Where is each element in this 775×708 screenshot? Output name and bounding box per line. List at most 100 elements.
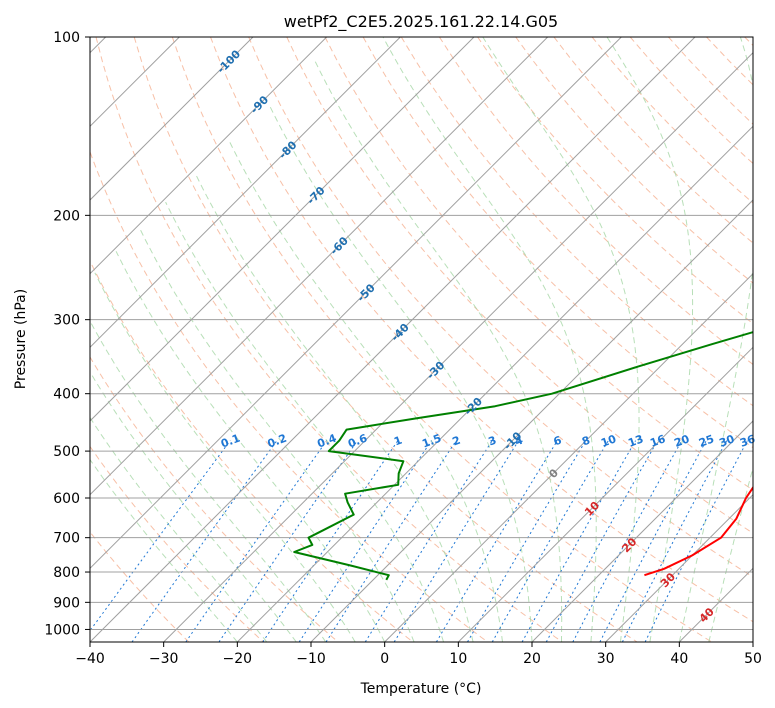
y-tick-label: 400: [53, 387, 80, 403]
moist-adiabat-line: [194, 173, 474, 642]
y-axis-label: Pressure (hPa): [13, 289, 29, 389]
mixing-ratio-label: 2: [451, 434, 463, 449]
y-tick-label: 200: [53, 208, 80, 224]
moist-adiabat-line: [482, 37, 640, 642]
mixing-ratio-label: 16: [648, 432, 667, 450]
plot-background: [90, 37, 753, 642]
mixing-ratio-label: 6: [552, 434, 564, 449]
mixing-ratio-label: 13: [626, 432, 645, 449]
y-tick-label: 500: [53, 444, 80, 460]
isotherm-line: [90, 37, 696, 642]
mixing-ratio-line: [621, 440, 728, 642]
moist-adiabat-line: [382, 37, 597, 642]
y-tick-label: 300: [53, 313, 80, 329]
background-lines: [90, 37, 753, 642]
isotherm-line: [90, 37, 254, 201]
dry-adiabat-line: [133, 37, 638, 642]
x-tick-label: 20: [523, 651, 541, 667]
mixing-ratio-line: [298, 440, 432, 642]
isotherm-line: [605, 493, 753, 642]
moist-adiabat-line: [165, 201, 445, 642]
dry-adiabat-line: [324, 37, 753, 491]
mixing-ratio-label: 1: [392, 434, 404, 449]
x-tick-label: 40: [670, 651, 688, 667]
moist-adiabat-line: [90, 416, 268, 642]
isotherm-line: [384, 272, 753, 642]
mixing-ratio-label: 0.1: [219, 432, 242, 451]
mixing-ratio-line: [393, 440, 520, 642]
moist-adiabat-line: [314, 61, 563, 642]
dry-adiabat-line: [210, 37, 753, 623]
dry-adiabat-line: [90, 445, 264, 642]
moist-adiabat-line: [606, 37, 694, 642]
x-tick-label: 10: [449, 651, 467, 667]
mixing-ratio-line: [364, 440, 493, 642]
y-tick-label: 1000: [44, 622, 80, 638]
moist-adiabat-line: [94, 272, 356, 642]
moist-adiabat-line: [268, 104, 533, 642]
dry-adiabat-line: [90, 150, 488, 642]
y-tick-label: 900: [53, 595, 80, 611]
mixing-ratio-label: 25: [697, 432, 716, 449]
x-tick-label: −10: [296, 651, 326, 667]
mixing-ratio-line: [644, 440, 748, 642]
y-tick-label: 600: [53, 491, 80, 507]
x-tick-label: 0: [380, 651, 389, 667]
mixing-ratio-line: [435, 440, 558, 642]
mixing-ratio-label: 8: [580, 434, 592, 449]
moist-adiabat-line: [678, 37, 753, 642]
isotherm-line: [457, 346, 753, 642]
isotherm-line: [90, 37, 401, 349]
mixing-ratio-label: 30: [717, 432, 736, 450]
mixing-ratio-line: [599, 440, 707, 642]
dry-adiabat-line: [477, 37, 753, 325]
mixing-ratio-line: [545, 440, 659, 642]
isotherm-line: [531, 420, 753, 642]
mixing-ratio-label: 0.2: [266, 432, 289, 451]
x-tick-label: 30: [597, 651, 615, 667]
axes: −40 −30 −20 −10 0 10 20 30 40 5010020030040050060…: [44, 30, 762, 667]
mixing-ratio-label: 0.4: [315, 432, 338, 451]
mixing-ratio-label: 1.5: [420, 432, 443, 451]
mixing-ratio-line: [325, 440, 457, 642]
x-tick-label: 50: [744, 651, 762, 667]
mixing-ratio-label: 3: [487, 434, 499, 449]
moist-adiabat-line: [708, 465, 753, 642]
mixing-ratio-line: [131, 440, 278, 642]
moist-adiabat-line: [139, 227, 415, 642]
isotherm-line: [90, 37, 475, 422]
dry-adiabat-line: [95, 37, 563, 642]
plot-frame: [89, 36, 754, 643]
mixing-ratio-line: [572, 440, 683, 642]
isotherm-line: [236, 125, 753, 642]
data-lines: [293, 331, 753, 581]
x-axis-label: Temperature (°C): [360, 681, 482, 697]
temperature-profile-line: [644, 485, 753, 577]
dry-adiabat-line: [248, 37, 753, 578]
mixing-ratio-line: [90, 440, 231, 632]
y-tick-label: 800: [53, 565, 80, 581]
isotherm-line: [752, 641, 753, 642]
moist-adiabat-line: [90, 458, 238, 642]
x-tick-label: −20: [223, 651, 253, 667]
dry-adiabat-line: [438, 37, 753, 366]
chart-title: wetPf2_C2E5.2025.161.22.14.G05: [284, 12, 558, 32]
dry-adiabat-line: [90, 356, 339, 642]
isotherm-line: [90, 37, 622, 570]
mixing-ratio-label: 0.6: [346, 432, 369, 451]
isotherm-line: [90, 37, 549, 496]
isotherm-line: [310, 199, 753, 642]
isotherm-line: [90, 37, 328, 275]
mixing-ratio-label: 20: [672, 432, 691, 450]
moist-adiabat-line: [115, 251, 386, 642]
y-tick-label: 700: [53, 531, 80, 547]
mixing-ratio-label: 10: [599, 432, 618, 450]
mixing-ratio-line: [262, 440, 399, 642]
isotherm-line: [163, 51, 753, 642]
x-tick-label: −40: [75, 651, 105, 667]
y-tick-label: 100: [53, 30, 80, 46]
dewpoint-profile-line: [293, 331, 753, 581]
x-tick-label: −30: [149, 651, 179, 667]
mixing-ratio-label: 4: [513, 434, 525, 449]
